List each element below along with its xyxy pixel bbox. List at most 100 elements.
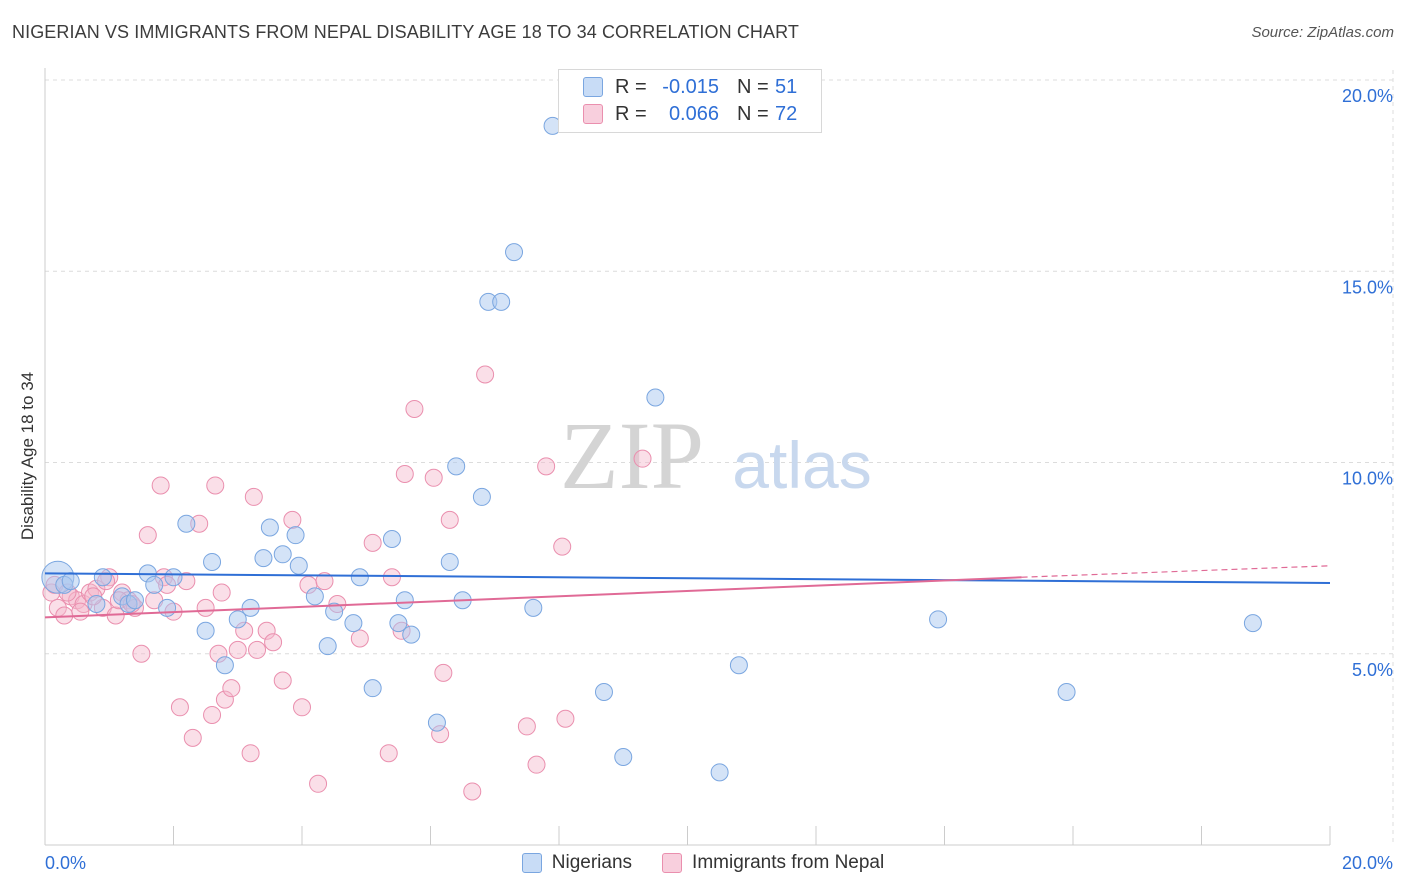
legend-n-value: 72: [775, 102, 798, 125]
data-point-nepal: [382, 568, 401, 587]
data-point-nigerians: [427, 713, 446, 732]
data-point-nigerians: [93, 568, 112, 587]
legend-box: R = -0.015 N = 51 R = 0.066 N = 72: [558, 69, 822, 133]
data-point-nepal: [553, 537, 572, 556]
legend-label-nigerians: Nigerians: [551, 852, 633, 873]
data-point-nigerians: [325, 602, 344, 621]
data-point-nepal: [257, 621, 276, 640]
y-tick-label: 20.0%: [1342, 86, 1393, 106]
data-point-nepal: [264, 633, 283, 652]
data-point-nigerians: [402, 625, 421, 644]
data-point-nigerians: [228, 610, 247, 629]
legend-r-value: -0.015: [662, 75, 719, 98]
data-point-nigerians: [729, 656, 748, 675]
watermark: ZIP atlas: [560, 402, 872, 509]
data-point-nepal: [434, 663, 453, 682]
data-point-nigerians: [61, 572, 80, 591]
data-point-nepal: [440, 510, 459, 529]
data-point-nigerians: [273, 545, 292, 564]
data-point-nigerians: [289, 556, 308, 575]
source-label: Source: ZipAtlas.com: [1251, 24, 1394, 41]
data-point-nepal: [556, 709, 575, 728]
data-point-nigerians: [363, 679, 382, 698]
legend-swatch-blue: [521, 853, 542, 873]
data-point-nigerians: [594, 683, 613, 701]
data-point-nigerians: [177, 514, 196, 533]
data-point-nepal: [363, 533, 382, 552]
data-point-nepal: [244, 487, 263, 506]
data-point-nigerians: [710, 763, 729, 782]
legend-n-label: N =: [737, 75, 769, 98]
data-point-nepal: [183, 728, 202, 747]
data-point-nigerians: [87, 595, 106, 614]
data-point-nepal: [283, 510, 302, 529]
data-point-nigerians: [447, 457, 466, 476]
data-point-nigerians: [164, 568, 183, 587]
data-point-nepal: [633, 449, 652, 468]
data-point-nepal: [273, 671, 292, 690]
y-tick-label: 15.0%: [1342, 277, 1393, 297]
data-point-nepal: [379, 744, 398, 763]
data-point-nepal: [405, 399, 424, 418]
data-point-nepal: [196, 598, 215, 617]
data-point-nepal: [206, 476, 225, 495]
data-point-nepal: [71, 602, 90, 621]
data-point-nigerians: [614, 748, 633, 767]
data-point-nepal: [170, 698, 189, 717]
watermark-atlas: atlas: [732, 428, 871, 502]
series-nigerians-points: [41, 116, 1262, 782]
data-point-nepal: [248, 640, 267, 659]
data-point-nepal: [350, 629, 369, 648]
data-point-nepal: [241, 744, 260, 763]
data-point-nigerians: [145, 575, 164, 594]
bottom-legend: Nigerians Immigrants from Nepal: [0, 852, 1406, 874]
data-point-nepal: [517, 717, 536, 736]
data-point-nigerians: [505, 243, 524, 262]
data-point-nigerians: [929, 610, 948, 629]
data-point-nigerians: [125, 591, 144, 610]
x-tick-label: 0.0%: [45, 853, 86, 873]
data-point-nepal: [222, 679, 241, 698]
data-point-nepal: [395, 464, 414, 483]
legend-swatch-blue: [583, 77, 603, 97]
legend-swatch-pink: [662, 853, 683, 873]
tick-labels: 5.0% 10.0% 15.0% 20.0% 0.0% 20.0%: [45, 86, 1393, 873]
data-point-nigerians: [524, 598, 543, 617]
data-point-nigerians: [344, 614, 363, 633]
trend-line-nepal-extension: [1021, 565, 1331, 578]
data-point-nepal: [463, 782, 482, 801]
legend-item-nepal[interactable]: Immigrants from Nepal: [662, 852, 884, 874]
data-point-nepal: [138, 526, 157, 545]
data-point-nigerians: [350, 568, 369, 587]
data-point-nigerians: [646, 388, 665, 407]
data-point-nigerians: [260, 518, 279, 537]
data-point-nigerians: [389, 614, 408, 633]
y-tick-label: 10.0%: [1342, 469, 1393, 489]
data-point-nigerians: [472, 487, 491, 506]
trend-lines: [44, 565, 1331, 619]
legend-n-label: N =: [737, 102, 769, 125]
data-point-nigerians: [196, 621, 215, 640]
legend-r-label: R =: [615, 75, 647, 98]
gridlines: [45, 70, 1394, 845]
data-point-nepal: [527, 755, 546, 774]
trend-line-nigerians: [44, 572, 1331, 584]
data-point-nepal: [309, 774, 328, 793]
data-point-nigerians: [440, 552, 459, 571]
chart-title: NIGERIAN VS IMMIGRANTS FROM NEPAL DISABI…: [12, 22, 800, 42]
data-point-nigerians: [382, 530, 401, 548]
data-point-nigerians: [395, 591, 414, 610]
axes: [44, 68, 1331, 846]
legend-label-nepal: Immigrants from Nepal: [692, 852, 885, 873]
data-point-nepal: [203, 705, 222, 724]
legend-item-nigerians[interactable]: Nigerians: [521, 852, 633, 874]
legend-row-nigerians: R = -0.015 N = 51: [583, 75, 797, 99]
data-point-nepal: [537, 457, 556, 476]
data-point-nepal: [315, 572, 334, 591]
data-point-nigerians: [305, 587, 324, 606]
data-point-nepal: [212, 583, 231, 602]
data-point-nepal: [215, 690, 234, 709]
y-tick-label: 5.0%: [1352, 660, 1393, 680]
data-point-nigerians: [492, 292, 511, 311]
